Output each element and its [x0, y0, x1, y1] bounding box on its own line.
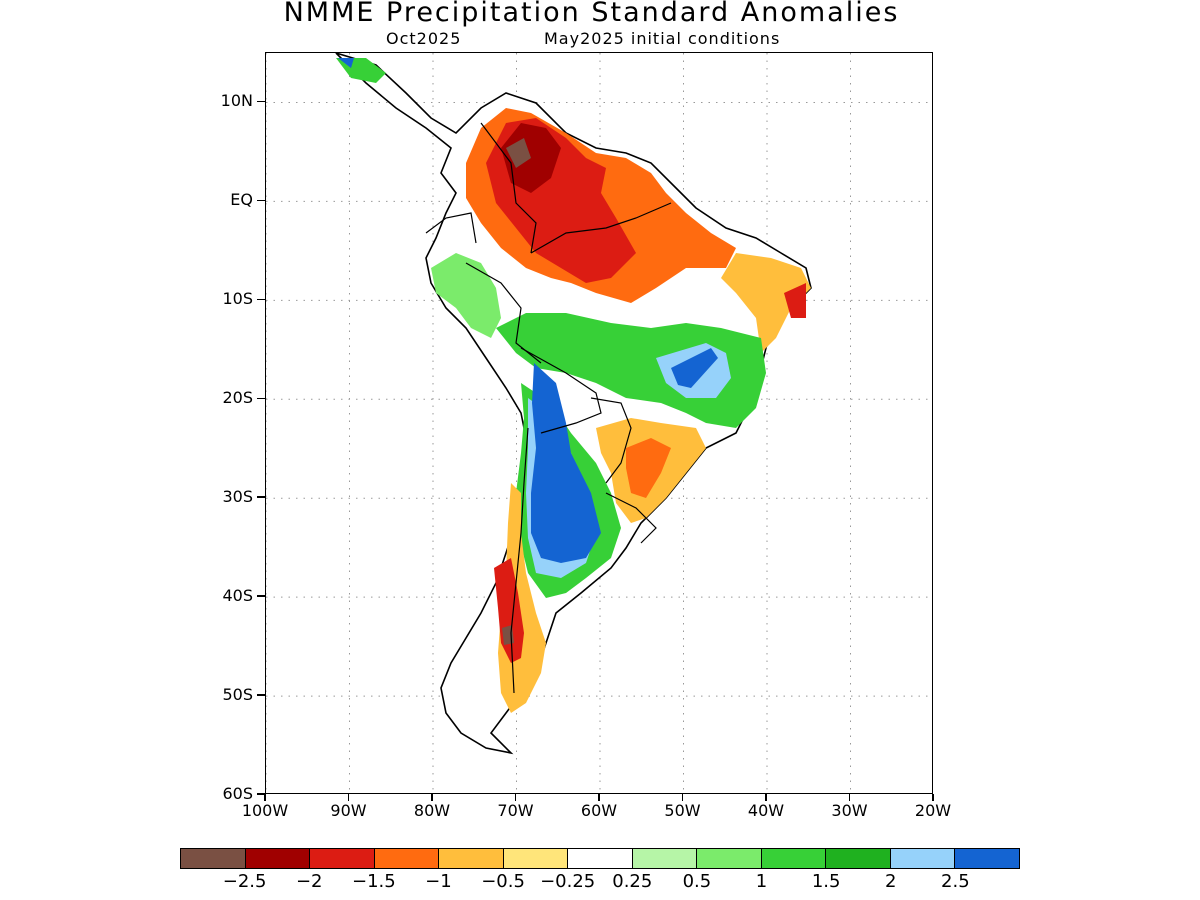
initial-conditions: May2025 initial conditions	[544, 29, 781, 48]
colorbar-swatch-0	[181, 849, 246, 868]
dry-anomaly-patagonia-red	[494, 558, 524, 663]
lat-tick-label-4: 30S	[222, 487, 253, 507]
dry-anomaly-patagonia-core	[502, 625, 514, 645]
chart-title: NMME Precipitation Standard Anomalies	[283, 0, 900, 28]
colorbar-label-3: −1	[425, 871, 452, 892]
lat-tick-mark-0	[257, 100, 265, 103]
colorbar-label-2: −1.5	[351, 871, 396, 892]
lon-tick-label-2: 80W	[413, 801, 451, 820]
lon-tick-mark-5	[681, 794, 684, 801]
lat-tick-label-3: 20S	[222, 388, 253, 408]
colorbar-swatch-8	[697, 849, 762, 868]
colorbar-label-8: 1	[755, 871, 768, 892]
precipitation-anomaly-map	[266, 53, 932, 793]
dry-anomaly-north-core	[506, 138, 531, 168]
colorbar-swatch-12	[955, 849, 1019, 868]
dry-anomaly-south-brazil-core	[626, 438, 671, 498]
lon-tick-mark-0	[264, 794, 266, 801]
country-borders	[425, 122, 672, 694]
lat-tick-label-1: EQ	[230, 190, 253, 210]
lon-tick-mark-1	[347, 794, 350, 801]
lon-tick-label-0: 100W	[241, 801, 289, 820]
colorbar-swatch-11	[890, 849, 956, 868]
lat-tick-label-2: 10S	[222, 289, 253, 309]
colorbar-swatch-1	[245, 849, 311, 868]
colorbar-label-11: 2.5	[941, 871, 970, 892]
lon-tick-label-7: 30W	[831, 801, 868, 820]
lon-tick-label-3: 70W	[497, 801, 534, 820]
map-panel	[265, 52, 933, 794]
lon-tick-label-5: 50W	[664, 801, 701, 820]
colorbar	[180, 848, 1020, 869]
colorbar-label-4: −0.5	[481, 871, 525, 892]
lat-tick-mark-7	[257, 793, 265, 795]
lon-tick-label-1: 90W	[330, 801, 367, 820]
colorbar-label-0: −2.5	[222, 871, 267, 892]
colorbar-swatch-9	[761, 849, 827, 868]
border-uruguay	[605, 492, 657, 544]
wet-anomaly-argentina-blue	[531, 363, 601, 563]
wet-anomaly-central-green	[496, 313, 766, 428]
lon-tick-mark-2	[431, 794, 433, 801]
lon-tick-mark-8	[932, 794, 934, 801]
lon-tick-label-6: 40W	[747, 801, 785, 820]
lat-tick-mark-6	[257, 694, 265, 696]
lat-tick-label-6: 50S	[222, 685, 253, 705]
lon-tick-mark-4	[598, 794, 600, 801]
dry-anomaly-northeast-core	[784, 283, 806, 318]
lat-tick-mark-1	[257, 199, 265, 202]
colorbar-swatch-3	[374, 849, 440, 868]
wet-anomaly-west-green	[431, 253, 501, 338]
colorbar-swatch-6	[568, 849, 633, 868]
colorbar-label-6: 0.25	[612, 871, 653, 892]
lon-tick-label-8: 20W	[914, 801, 952, 820]
border-paraguay-brazil	[590, 397, 632, 484]
border-ecuador	[425, 212, 477, 244]
lat-tick-label-5: 40S	[222, 586, 253, 606]
lat-tick-mark-2	[257, 298, 265, 301]
colorbar-swatch-2	[310, 849, 375, 868]
lat-tick-mark-3	[257, 397, 265, 400]
lat-tick-mark-5	[257, 595, 265, 597]
colorbar-label-7: 0.5	[682, 871, 712, 892]
colorbar-label-1: −2	[295, 871, 323, 892]
border-chile-argentina	[510, 427, 529, 694]
border-venezuela-brazil	[530, 202, 672, 254]
forecast-month: Oct2025	[386, 29, 462, 48]
lat-tick-mark-4	[257, 496, 265, 498]
wet-anomaly-central-america-blue	[338, 58, 354, 68]
border-colombia-venezuela	[480, 122, 537, 254]
colorbar-swatch-5	[503, 849, 569, 868]
lat-tick-label-0: 10N	[220, 91, 253, 111]
colorbar-swatch-10	[826, 849, 891, 868]
lon-tick-mark-6	[765, 794, 767, 801]
lat-tick-label-7: 60S	[222, 784, 253, 803]
colorbar-label-9: 1.5	[811, 871, 841, 892]
colorbar-label-10: 2	[885, 871, 897, 892]
colorbar-swatch-4	[439, 849, 504, 868]
lon-tick-mark-3	[514, 794, 517, 801]
lon-tick-mark-7	[848, 794, 851, 801]
anomaly-field	[335, 53, 812, 755]
lon-tick-label-4: 60W	[580, 801, 618, 820]
colorbar-label-5: −0.25	[540, 871, 596, 892]
border-bolivia	[520, 347, 602, 434]
dry-anomaly-northeast-brazil	[721, 253, 811, 353]
wet-anomaly-central-blue	[671, 348, 718, 388]
colorbar-swatch-7	[632, 849, 698, 868]
